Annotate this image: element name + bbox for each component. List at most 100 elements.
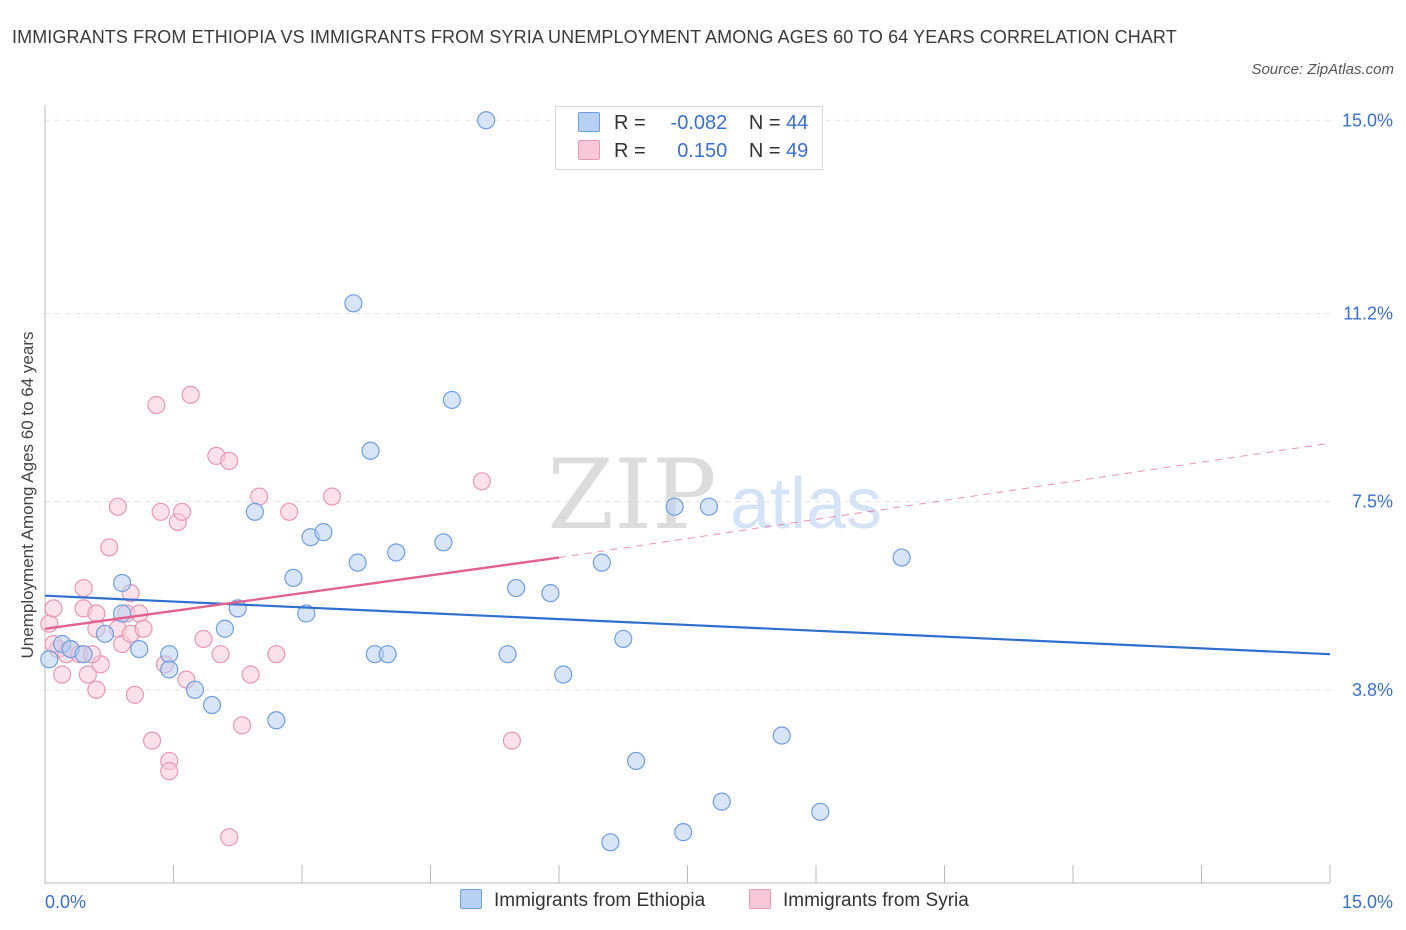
ethiopia-swatch bbox=[578, 112, 600, 132]
ethiopia-point bbox=[554, 665, 573, 684]
bottom-legend-ethiopia: Immigrants from Ethiopia bbox=[460, 889, 705, 912]
syria-point bbox=[220, 451, 239, 471]
watermark-atlas: atlas bbox=[730, 464, 882, 544]
y-tick-label: 3.8% bbox=[1352, 680, 1393, 700]
syria-point bbox=[151, 502, 170, 521]
syria-point bbox=[160, 762, 179, 781]
ethiopia-legend-label: Immigrants from Ethiopia bbox=[494, 890, 706, 911]
ethiopia-point bbox=[442, 390, 462, 410]
x-tick-label: 15.0% bbox=[1342, 892, 1393, 912]
syria-point bbox=[53, 665, 72, 684]
y-axis-label: Unemployment Among Ages 60 to 64 years bbox=[18, 332, 37, 659]
ethiopia-points bbox=[40, 111, 911, 852]
syria-point bbox=[267, 645, 286, 664]
axes bbox=[44, 105, 1331, 884]
syria-point bbox=[220, 828, 239, 847]
ethiopia-point bbox=[202, 695, 222, 715]
syria-point bbox=[100, 538, 119, 557]
ethiopia-point bbox=[378, 645, 397, 664]
syria-point bbox=[250, 487, 269, 506]
syria-point bbox=[40, 614, 59, 633]
ethiopia-point bbox=[434, 533, 453, 552]
syria-point bbox=[87, 604, 106, 623]
ethiopia-trend-line bbox=[44, 594, 1331, 656]
ethiopia-point bbox=[665, 497, 684, 516]
n-label: N = bbox=[748, 140, 781, 162]
ethiopia-point bbox=[297, 604, 316, 623]
syria-point bbox=[194, 629, 213, 649]
tick-labels: 3.8% 7.5% 11.2% 15.0% 0.0% 15.0% bbox=[45, 110, 1393, 912]
ethiopia-point bbox=[592, 553, 611, 572]
ethiopia-point bbox=[245, 502, 264, 521]
syria-point bbox=[147, 395, 166, 415]
ethiopia-point bbox=[40, 650, 59, 669]
syria-point bbox=[108, 497, 127, 516]
ethiopia-point bbox=[185, 680, 205, 699]
ethiopia-point bbox=[284, 568, 303, 588]
n-label: N = bbox=[748, 112, 781, 134]
correlation-legend: R = -0.082 N = 44 R = 0.150 N = 49 bbox=[555, 106, 823, 170]
ethiopia-point bbox=[74, 645, 93, 664]
syria-point bbox=[181, 385, 200, 404]
syria-point bbox=[130, 604, 149, 623]
ethiopia-point bbox=[892, 548, 911, 567]
ethiopia-point bbox=[712, 792, 731, 811]
r-label: R = bbox=[614, 140, 646, 162]
syria-point bbox=[211, 645, 230, 664]
syria-point bbox=[172, 502, 192, 521]
ethiopia-point bbox=[811, 802, 830, 821]
legend-row-ethiopia: R = -0.082 N = 44 bbox=[578, 112, 808, 136]
ethiopia-point bbox=[314, 523, 333, 542]
syria-n-value: 49 bbox=[786, 140, 809, 162]
ethiopia-point bbox=[772, 726, 791, 745]
y-tick-label: 7.5% bbox=[1352, 492, 1393, 512]
ethiopia-point bbox=[614, 629, 633, 649]
ethiopia-point bbox=[112, 573, 132, 593]
syria-point bbox=[232, 716, 252, 735]
ethiopia-point bbox=[626, 751, 646, 771]
ethiopia-point bbox=[348, 553, 367, 572]
syria-points bbox=[40, 385, 521, 847]
bottom-legend-syria: Immigrants from Syria bbox=[749, 889, 969, 912]
r-label: R = bbox=[614, 112, 646, 134]
ethiopia-legend-swatch bbox=[460, 889, 482, 909]
syria-point bbox=[87, 680, 106, 699]
syria-legend-label: Immigrants from Syria bbox=[783, 890, 969, 911]
ethiopia-point bbox=[95, 624, 115, 643]
ethiopia-point bbox=[215, 619, 234, 638]
syria-point bbox=[78, 665, 97, 684]
syria-legend-swatch bbox=[749, 889, 771, 909]
ethiopia-n-value: 44 bbox=[786, 112, 809, 134]
ethiopia-point bbox=[507, 578, 526, 598]
syria-point bbox=[125, 685, 145, 704]
ethiopia-point bbox=[601, 833, 620, 852]
y-tick-label: 15.0% bbox=[1342, 110, 1393, 130]
syria-point bbox=[142, 731, 162, 750]
syria-trend-line bbox=[44, 556, 560, 630]
legend-row-syria: R = 0.150 N = 49 bbox=[578, 140, 808, 164]
ethiopia-point bbox=[387, 543, 406, 562]
syria-point bbox=[74, 578, 93, 598]
y-tick-label: 11.2% bbox=[1343, 303, 1393, 323]
syria-point bbox=[502, 731, 521, 750]
ethiopia-point bbox=[699, 497, 719, 516]
ethiopia-r-value: -0.082 bbox=[670, 112, 728, 134]
syria-point bbox=[472, 472, 491, 491]
ethiopia-point bbox=[130, 639, 149, 659]
ethiopia-point bbox=[674, 823, 693, 842]
syria-r-value: 0.150 bbox=[677, 140, 728, 162]
ethiopia-point bbox=[344, 294, 363, 313]
ethiopia-point bbox=[267, 711, 286, 730]
ethiopia-point bbox=[160, 645, 179, 664]
syria-point bbox=[44, 599, 63, 618]
chart-title: IMMIGRANTS FROM ETHIOPIA VS IMMIGRANTS F… bbox=[12, 27, 1177, 47]
syria-swatch bbox=[578, 140, 600, 160]
trend-lines bbox=[44, 442, 1331, 656]
ethiopia-point bbox=[477, 111, 496, 130]
syria-point bbox=[241, 665, 260, 684]
watermark: ZIP atlas bbox=[547, 439, 882, 551]
ethiopia-point bbox=[541, 584, 560, 603]
syria-point bbox=[280, 502, 299, 521]
ethiopia-point bbox=[498, 645, 517, 664]
